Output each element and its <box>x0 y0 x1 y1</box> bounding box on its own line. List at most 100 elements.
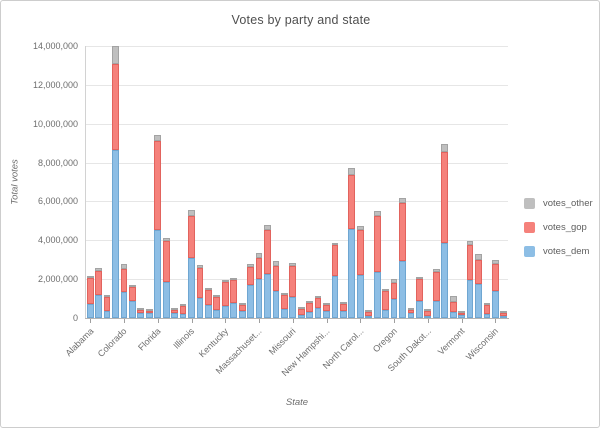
bar-segment-votes_dem <box>103 310 111 318</box>
bar-segment-votes_gop <box>432 271 440 302</box>
bar-rhode-island[interactable] <box>407 307 415 318</box>
bar-segment-votes_dem <box>356 275 364 318</box>
bar-wisconsin[interactable] <box>491 260 499 318</box>
bar-segment-votes_gop <box>289 266 297 298</box>
bar-segment-votes_dem <box>432 301 440 318</box>
bar-segment-votes_other <box>390 279 398 284</box>
bar-nebraska[interactable] <box>306 300 314 318</box>
y-axis-tick-label: 6,000,000 <box>37 196 78 207</box>
x-axis-tick <box>394 319 396 323</box>
bar-wyoming[interactable] <box>500 310 508 318</box>
y-axis-tick-label: 8,000,000 <box>37 157 78 168</box>
chart-title: Votes by party and state <box>231 13 371 27</box>
bar-florida[interactable] <box>154 135 162 318</box>
x-axis-tick <box>90 319 92 323</box>
bar-oklahoma[interactable] <box>382 289 390 318</box>
bar-new-york[interactable] <box>348 168 356 318</box>
bar-new-hampshire[interactable] <box>323 302 330 318</box>
bar-maine[interactable] <box>238 302 246 318</box>
bar-segment-votes_other <box>491 260 499 264</box>
bar-south-carolina[interactable] <box>415 276 423 318</box>
bar-segment-votes_dem <box>137 313 145 318</box>
bar-segment-votes_gop <box>331 245 339 277</box>
bar-segment-votes_gop <box>129 287 136 301</box>
bar-segment-votes_dem <box>145 312 153 318</box>
bar-missouri[interactable] <box>289 263 297 318</box>
bar-vermont[interactable] <box>458 310 465 318</box>
bar-segment-votes_gop <box>356 229 364 276</box>
legend-item-votes_gop[interactable]: votes_gop <box>524 222 593 233</box>
bar-segment-votes_other <box>500 310 508 313</box>
bar-district-of-columbia[interactable] <box>145 308 153 318</box>
bar-segment-votes_dem <box>297 314 305 318</box>
bar-tennessee[interactable] <box>432 269 440 318</box>
legend-item-votes_other[interactable]: votes_other <box>524 198 593 209</box>
bar-segment-votes_dem <box>500 316 508 318</box>
bar-washington[interactable] <box>475 253 482 318</box>
bar-segment-votes_other <box>213 294 221 297</box>
bar-south-dakota[interactable] <box>424 309 432 318</box>
bar-montana[interactable] <box>297 307 305 318</box>
bar-north-dakota[interactable] <box>365 309 373 318</box>
bar-kentucky[interactable] <box>221 280 229 318</box>
bar-colorado[interactable] <box>120 264 128 318</box>
bar-segment-votes_gop <box>373 216 381 272</box>
bar-segment-votes_gop <box>213 296 221 310</box>
bar-segment-votes_gop <box>255 258 263 280</box>
bar-segment-votes_dem <box>449 311 457 318</box>
bar-segment-votes_dem <box>272 291 280 318</box>
bar-segment-votes_gop <box>264 229 271 274</box>
bar-virginia[interactable] <box>466 240 474 318</box>
bar-california[interactable] <box>112 46 119 318</box>
bar-segment-votes_gop <box>120 268 128 292</box>
bar-segment-votes_other <box>432 269 440 272</box>
bar-connecticut[interactable] <box>129 285 136 318</box>
bar-nevada[interactable] <box>314 295 322 318</box>
bar-mississippi[interactable] <box>280 292 288 318</box>
bar-segment-votes_dem <box>415 301 423 318</box>
bar-segment-votes_dem <box>213 309 221 318</box>
bar-maryland[interactable] <box>247 263 254 318</box>
bar-michigan[interactable] <box>264 224 271 318</box>
bar-minnesota[interactable] <box>272 260 280 318</box>
bar-new-mexico[interactable] <box>340 302 347 318</box>
bar-segment-votes_dem <box>314 307 322 318</box>
bar-iowa[interactable] <box>204 287 212 318</box>
bar-alabama[interactable] <box>86 276 94 318</box>
bar-west-virginia[interactable] <box>483 302 491 318</box>
bar-new-jersey[interactable] <box>331 242 339 318</box>
bar-kansas[interactable] <box>213 294 221 318</box>
bar-arizona[interactable] <box>95 268 103 318</box>
bar-hawaii[interactable] <box>171 308 179 318</box>
bar-segment-votes_gop <box>458 312 465 315</box>
bar-delaware[interactable] <box>137 307 145 318</box>
bar-oregon[interactable] <box>390 279 398 318</box>
bar-louisiana[interactable] <box>230 277 238 318</box>
bar-segment-votes_other <box>314 295 322 298</box>
plot-area <box>86 46 508 318</box>
x-axis-tick <box>461 319 463 323</box>
bar-north-carolina[interactable] <box>356 225 364 318</box>
bar-utah[interactable] <box>449 296 457 318</box>
legend-item-votes_dem[interactable]: votes_dem <box>524 246 593 257</box>
bar-georgia[interactable] <box>162 238 170 318</box>
bar-segment-votes_other <box>441 143 449 152</box>
gridline <box>86 279 508 281</box>
x-axis-line <box>85 318 509 319</box>
bar-segment-votes_other <box>272 260 280 266</box>
bar-segment-votes_dem <box>247 285 254 318</box>
bar-indiana[interactable] <box>196 264 204 318</box>
bar-arkansas[interactable] <box>103 295 111 318</box>
bar-segment-votes_other <box>162 238 170 241</box>
x-axis-tick-label: Colorado <box>96 326 130 359</box>
bar-segment-votes_other <box>95 268 103 272</box>
bar-pennsylvania[interactable] <box>399 198 406 318</box>
bar-ohio[interactable] <box>373 211 381 318</box>
bar-segment-votes_gop <box>137 309 145 314</box>
bar-texas[interactable] <box>441 143 449 318</box>
bar-segment-votes_gop <box>348 174 356 230</box>
legend-label: votes_other <box>543 198 593 209</box>
bar-massachusetts[interactable] <box>255 253 263 318</box>
bar-idaho[interactable] <box>179 304 187 318</box>
bar-illinois[interactable] <box>188 210 195 318</box>
